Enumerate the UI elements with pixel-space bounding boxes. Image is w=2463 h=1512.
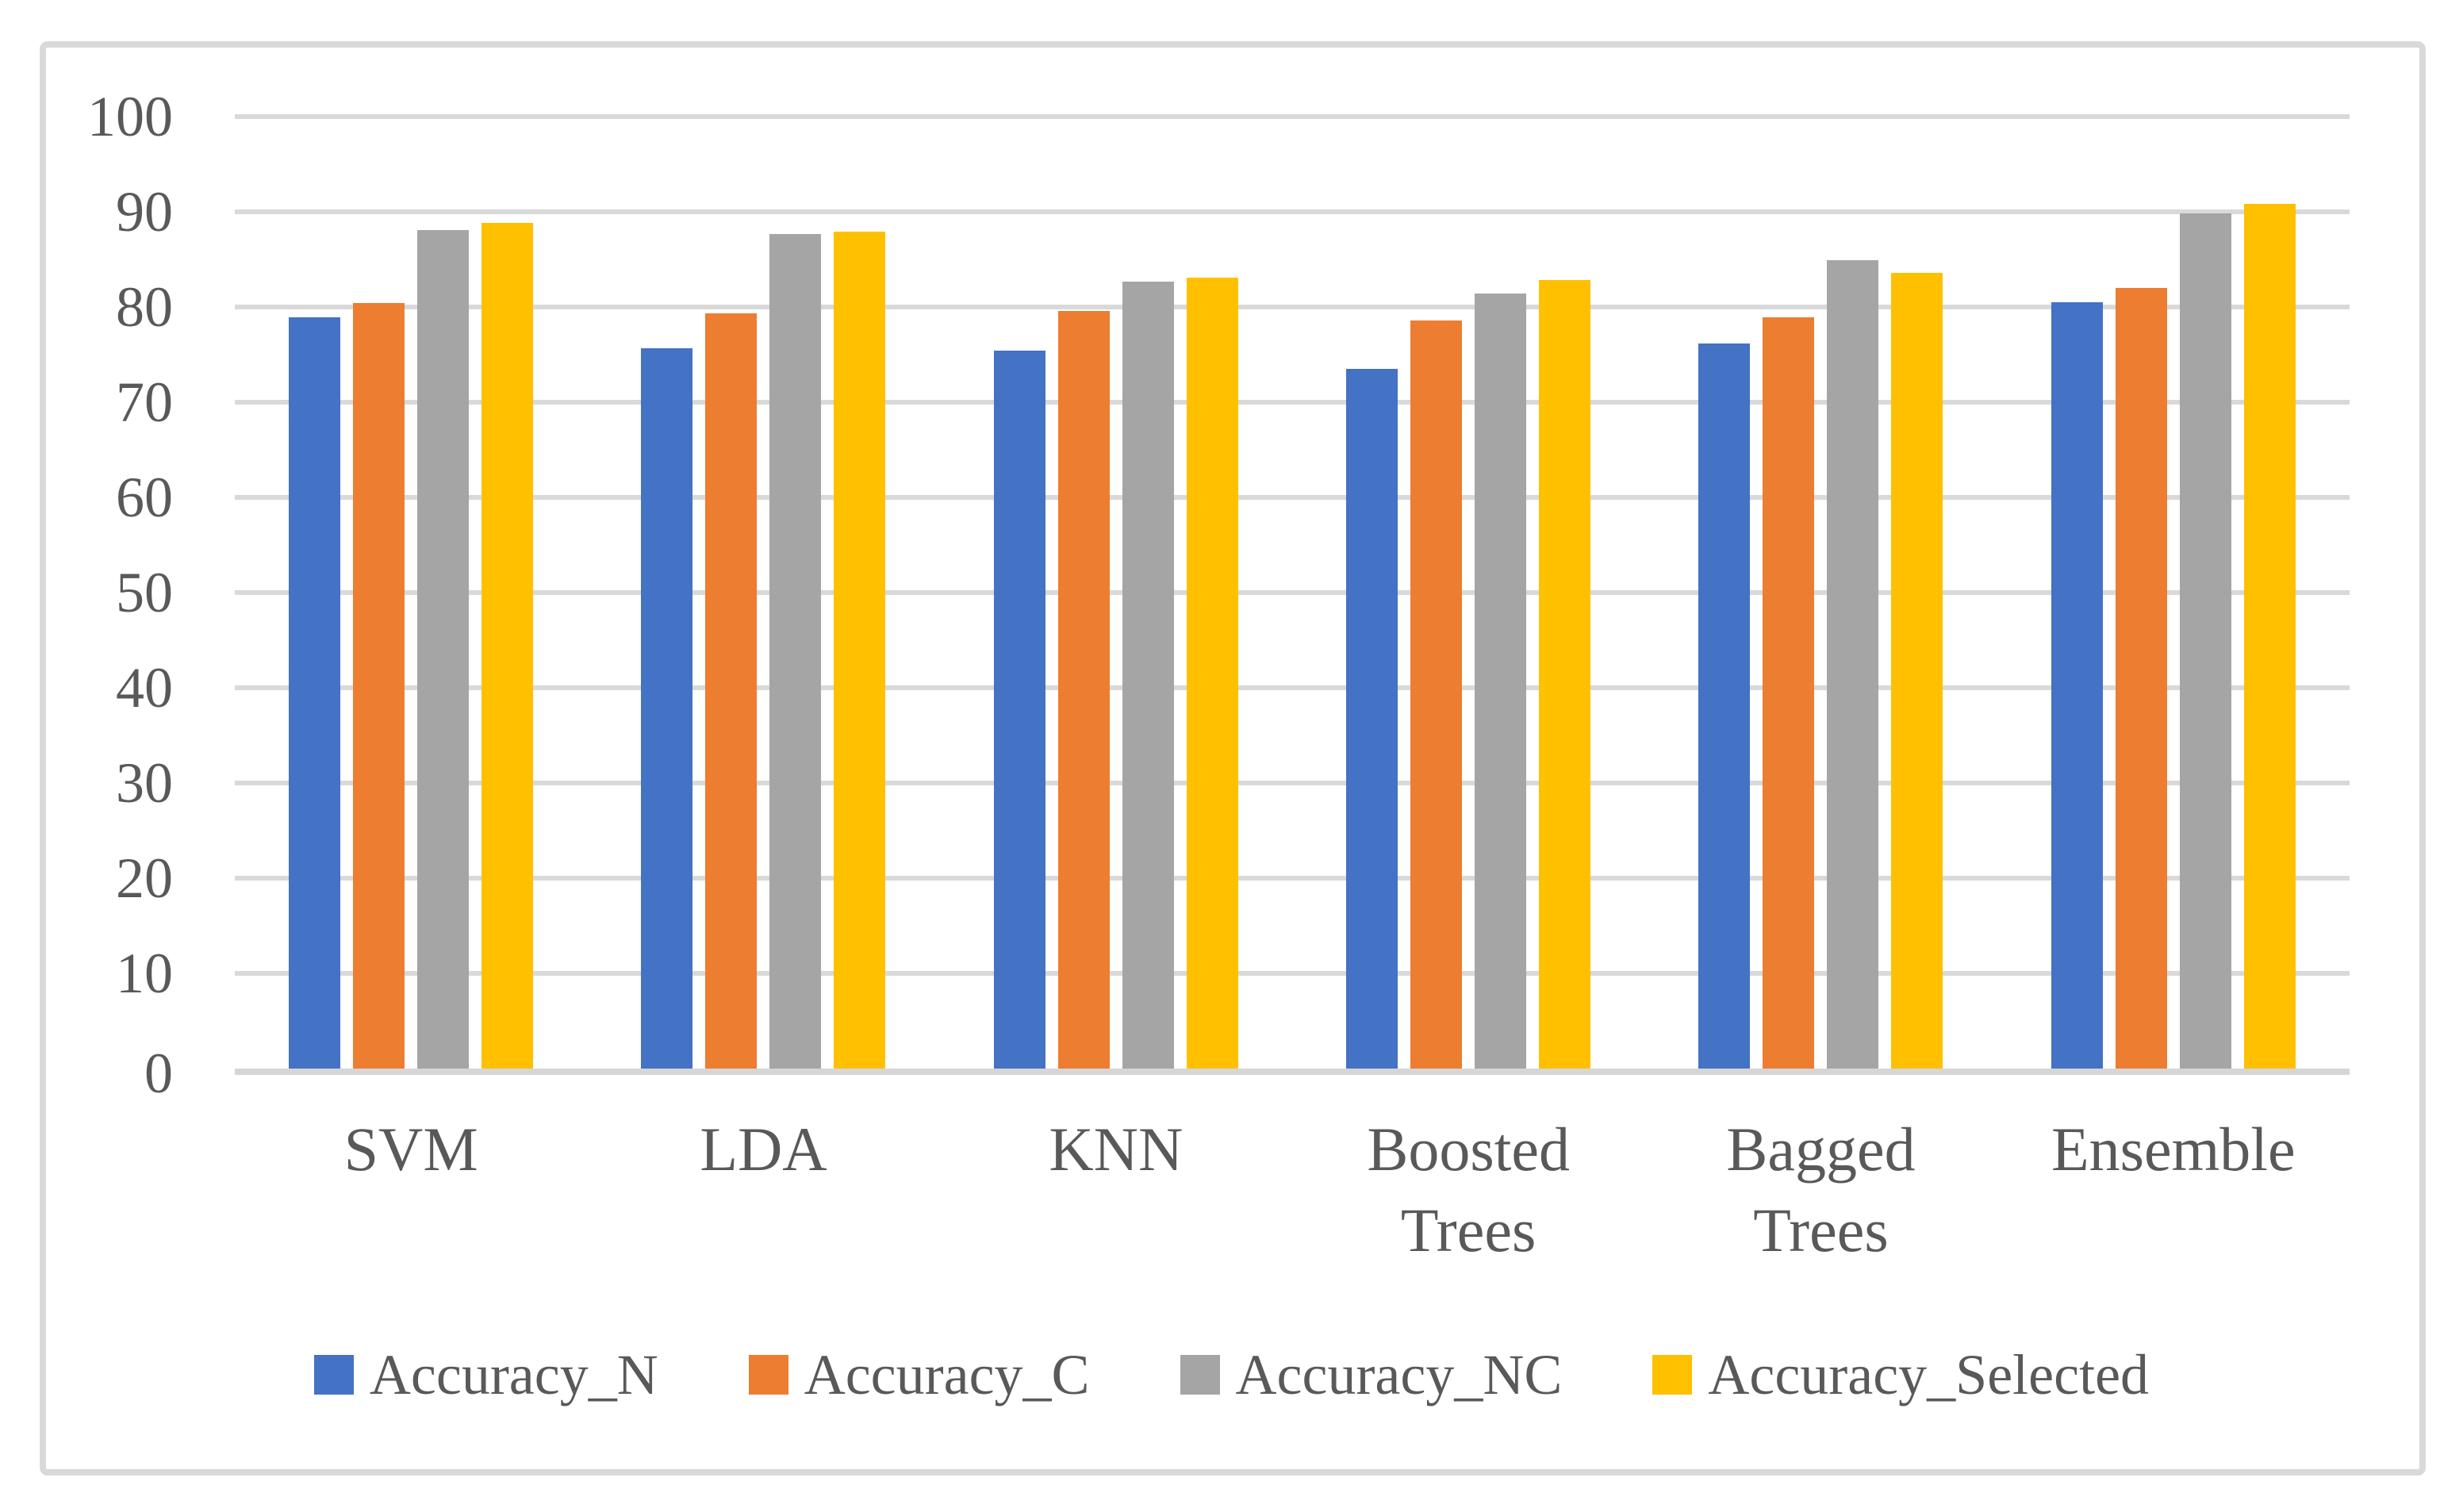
bar-accuracy-nc-lda xyxy=(769,233,822,1069)
bar-accuracy-c-ensemble xyxy=(2115,288,2167,1069)
bar-accuracy-c-boosted-trees xyxy=(1410,320,1463,1069)
bar-accuracy-selected-bagged-trees xyxy=(1891,272,1943,1069)
x-category-label-ensemble: Ensemble xyxy=(2051,1115,2296,1184)
bar-group-boosted-trees xyxy=(1292,117,1644,1069)
x-category-label-bagged-trees: Bagged Trees xyxy=(1726,1115,1916,1264)
gridline xyxy=(235,590,2350,595)
bar-group-svm xyxy=(235,117,587,1069)
y-tick-label: 30 xyxy=(116,751,173,815)
x-category-label-lda: LDA xyxy=(700,1115,827,1184)
bar-accuracy-nc-ensemble xyxy=(2179,213,2231,1069)
x-category-label-knn: KNN xyxy=(1049,1115,1184,1184)
bar-group-ensemble xyxy=(1997,117,2350,1069)
bar-accuracy-c-svm xyxy=(353,303,405,1069)
bar-group-knn xyxy=(940,117,1292,1069)
legend-swatch-accuracy-nc xyxy=(1180,1355,1220,1395)
y-tick-label: 50 xyxy=(116,561,173,624)
bar-accuracy-nc-boosted-trees xyxy=(1475,294,1527,1069)
bar-accuracy-n-bagged-trees xyxy=(1698,343,1751,1069)
bar-accuracy-n-boosted-trees xyxy=(1346,369,1398,1069)
y-tick-label: 0 xyxy=(144,1042,173,1105)
bar-accuracy-selected-lda xyxy=(834,232,886,1069)
bar-accuracy-selected-boosted-trees xyxy=(1539,280,1591,1069)
legend-swatch-accuracy-n xyxy=(313,1355,354,1395)
y-tick-label: 70 xyxy=(116,370,173,434)
legend-item-accuracy-c: Accuracy_C xyxy=(748,1339,1090,1410)
legend: Accuracy_N Accuracy_C Accuracy_NC Accuracy_… xyxy=(0,1339,2463,1410)
bar-accuracy-c-knn xyxy=(1057,310,1110,1069)
bar-accuracy-n-lda xyxy=(641,347,693,1069)
y-tick-label: 60 xyxy=(116,466,173,529)
bar-groups xyxy=(235,117,2350,1069)
plot-area xyxy=(235,114,2350,1075)
y-axis: 0 10 20 30 40 50 60 70 80 90 100 xyxy=(0,85,173,1105)
legend-swatch-accuracy-selected xyxy=(1652,1355,1693,1395)
bar-group-bagged-trees xyxy=(1644,117,1997,1069)
x-category-label-svm: SVM xyxy=(343,1115,478,1184)
bar-accuracy-selected-knn xyxy=(1186,277,1238,1069)
bar-accuracy-c-bagged-trees xyxy=(1763,317,1815,1069)
legend-label-accuracy-n: Accuracy_N xyxy=(369,1343,658,1406)
bar-accuracy-selected-ensemble xyxy=(2243,204,2296,1069)
y-tick-label: 100 xyxy=(87,85,173,148)
gridline xyxy=(235,685,2350,690)
legend-label-accuracy-selected: Accuracy_Selected xyxy=(1708,1343,2150,1406)
y-tick-label: 80 xyxy=(116,275,173,339)
legend-swatch-accuracy-c xyxy=(748,1355,788,1395)
gridline xyxy=(235,114,2350,119)
y-tick-label: 10 xyxy=(116,942,173,1005)
legend-item-accuracy-selected: Accuracy_Selected xyxy=(1652,1339,2149,1410)
gridline xyxy=(235,209,2350,214)
gridline xyxy=(235,876,2350,881)
y-tick-label: 40 xyxy=(116,656,173,720)
y-tick-label: 90 xyxy=(116,180,173,244)
x-axis-categories: SVM LDA KNN Boosted Trees Bagged Trees Ensemb… xyxy=(235,1109,2350,1271)
bar-accuracy-c-lda xyxy=(705,313,758,1069)
gridline xyxy=(235,971,2350,976)
x-axis-line xyxy=(235,1069,2350,1075)
legend-item-accuracy-nc: Accuracy_NC xyxy=(1180,1339,1563,1410)
bar-accuracy-nc-knn xyxy=(1122,281,1174,1069)
bar-group-lda xyxy=(587,117,939,1069)
legend-item-accuracy-n: Accuracy_N xyxy=(313,1339,658,1410)
bar-accuracy-n-svm xyxy=(289,317,341,1069)
legend-label-accuracy-c: Accuracy_C xyxy=(804,1343,1090,1406)
bar-accuracy-nc-svm xyxy=(417,229,470,1069)
gridline xyxy=(235,400,2350,405)
gridline xyxy=(235,495,2350,500)
bar-accuracy-selected-svm xyxy=(481,223,534,1069)
legend-label-accuracy-nc: Accuracy_NC xyxy=(1235,1343,1563,1406)
bar-accuracy-n-ensemble xyxy=(2051,302,2103,1069)
x-category-label-boosted-trees: Boosted Trees xyxy=(1367,1115,1570,1264)
bar-accuracy-nc-bagged-trees xyxy=(1827,260,1879,1069)
y-tick-label: 20 xyxy=(116,846,173,910)
gridline xyxy=(235,781,2350,785)
bar-accuracy-n-knn xyxy=(993,351,1045,1069)
gridline xyxy=(235,305,2350,309)
